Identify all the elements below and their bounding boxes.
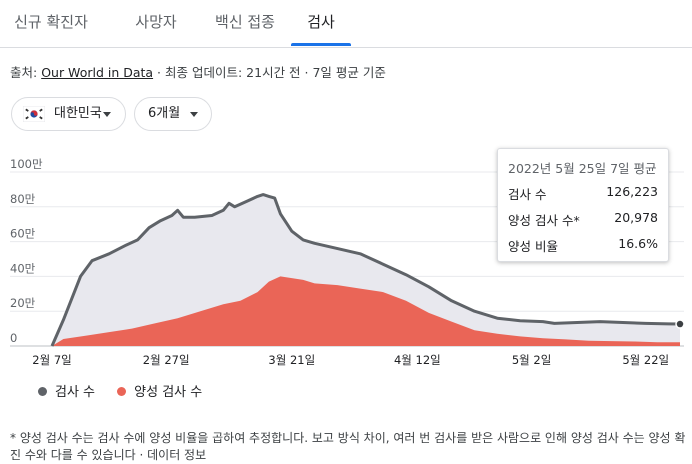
x-tick-label: 4월 12일 (394, 353, 441, 367)
legend-swatch (117, 387, 127, 396)
y-tick-label: 60만 (10, 227, 36, 241)
source-prefix: 출처: (10, 65, 42, 80)
tests-area (52, 194, 680, 346)
korea-flag-icon (23, 106, 45, 122)
footnote-text: * 양성 검사 수는 검사 수에 양성 비율을 곱하여 추정합니다. 보고 방식… (10, 431, 686, 462)
range-label: 6개월 (148, 106, 181, 121)
tab-bar: 신규 확진자 사망자 백신 접종 검사 (0, 0, 692, 48)
x-tick-label: 3월 21일 (268, 353, 315, 367)
y-tick-label: 20만 (10, 296, 36, 310)
y-tick-label: 80만 (10, 192, 36, 206)
legend-label: 양성 검사 수 (134, 385, 203, 400)
tooltip-value: 126,223 (606, 184, 658, 199)
legend-swatch (38, 387, 47, 396)
tooltip-label: 검사 수 (508, 187, 547, 202)
active-tab-indicator (291, 43, 351, 46)
tab-vaccinations[interactable]: 백신 접종 (215, 13, 275, 31)
source-link[interactable]: Our World in Data (41, 65, 154, 80)
country-label: 대한민국 (54, 106, 102, 121)
chart-tooltip: 2022년 5월 25일 7일 평균 검사 수 126,223 양성 검사 수*… (497, 148, 669, 262)
positive-tests-area (52, 276, 680, 346)
tooltip-row-tests: 검사 수 126,223 (508, 184, 658, 204)
range-dropdown[interactable]: 6개월 (134, 97, 212, 131)
caret-down-icon (103, 112, 111, 117)
tab-new-cases[interactable]: 신규 확진자 (14, 13, 88, 31)
tooltip-row-rate: 양성 비율 16.6% (508, 236, 658, 256)
x-tick-label: 2월 7일 (32, 353, 71, 367)
hover-point (675, 319, 685, 329)
y-tick-label: 100만 (10, 157, 43, 171)
tooltip-row-positive: 양성 검사 수* 20,978 (508, 210, 658, 230)
source-suffix: · 최종 업데이트: 21시간 전 · 7일 평균 기준 (153, 65, 386, 80)
tab-tests[interactable]: 검사 (307, 13, 335, 31)
x-tick-label: 5월 22일 (622, 353, 669, 367)
x-tick-label: 5월 2일 (512, 353, 551, 367)
y-tick-label: 0 (10, 331, 17, 345)
x-axis: 2월 7일 2월 27일 3월 21일 4월 12일 5월 2일 5월 22일 (32, 353, 669, 367)
y-tick-label: 40만 (10, 261, 36, 275)
tooltip-value: 16.6% (618, 236, 658, 251)
country-dropdown[interactable]: 대한민국 (11, 97, 126, 131)
chart-legend: 검사 수 양성 검사 수 (38, 381, 220, 400)
x-tick-label: 2월 27일 (143, 353, 190, 367)
y-axis: 0 20만 40만 60만 80만 100만 (10, 157, 43, 345)
legend-item-tests[interactable]: 검사 수 (38, 381, 95, 400)
data-info-link[interactable]: 데이터 정보 (147, 448, 207, 462)
tooltip-label: 양성 비율 (508, 239, 558, 254)
tab-deaths[interactable]: 사망자 (135, 13, 177, 31)
tooltip-title: 2022년 5월 25일 7일 평균 (508, 161, 657, 176)
legend-item-positive[interactable]: 양성 검사 수 (117, 381, 202, 400)
tooltip-value: 20,978 (614, 210, 658, 225)
caret-down-icon (190, 112, 198, 117)
tests-line (50, 193, 681, 347)
source-line: 출처: Our World in Data · 최종 업데이트: 21시간 전 … (10, 62, 386, 81)
tests-chart[interactable]: 0 20만 40만 60만 80만 100만 2월 7일 2월 27일 3월 21일 4월 12… (0, 150, 692, 372)
legend-label: 검사 수 (55, 385, 96, 400)
footnote: * 양성 검사 수는 검사 수에 양성 비율을 곱하여 추정합니다. 보고 방식… (10, 431, 686, 462)
tooltip-label: 양성 검사 수* (508, 213, 580, 228)
